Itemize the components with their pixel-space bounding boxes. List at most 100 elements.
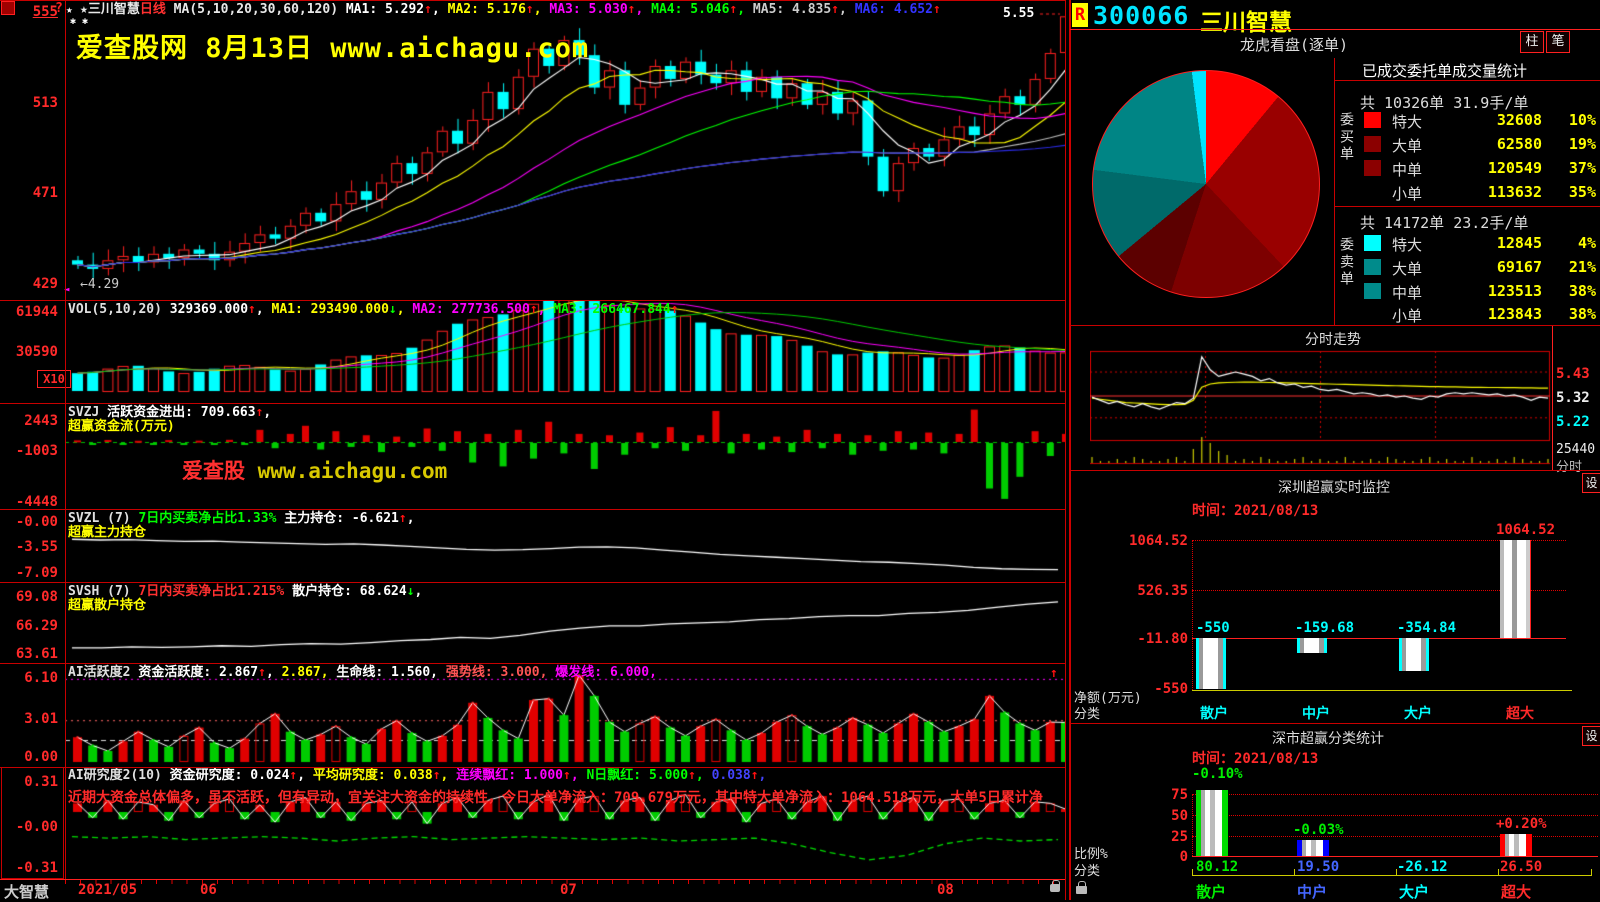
kline-chart[interactable] (65, 0, 1065, 300)
svsh-chart[interactable] (65, 582, 1065, 663)
date-axis-line (0, 879, 1065, 880)
row-value: 123513 (1487, 282, 1542, 300)
corner-flag-icon (1, 1, 15, 15)
divider-svsh-aiact (0, 663, 1065, 664)
monitor-settings-button[interactable]: 设 (1582, 473, 1600, 493)
row-label: 特大 (1392, 236, 1423, 254)
intraday-low-label: 5.22 (1556, 414, 1590, 430)
price-tick-555: 555 (32, 4, 58, 20)
intraday-vol-label: 25440 (1556, 442, 1596, 457)
monitor-title: 深圳超赢实时监控 (1278, 480, 1390, 496)
row-label: 小单 (1392, 185, 1423, 203)
svzj-header2: 超赢资金流(万元) (68, 419, 175, 434)
row-value: 12845 (1496, 234, 1542, 252)
row-pct: 38% (1568, 282, 1596, 300)
intraday-chart[interactable] (1090, 348, 1552, 470)
svzl-tick-1: -0.00 (15, 514, 58, 530)
intraday-title: 分时走势 (1305, 332, 1361, 348)
monitor-value-1: -550 (1196, 620, 1230, 636)
volume-chart[interactable] (65, 300, 1065, 403)
row-pct: 35% (1568, 183, 1596, 201)
classify-value-4: 26.50 (1500, 859, 1543, 875)
sell-row-1: 特大 12845 4% (1360, 233, 1598, 255)
svsh-tick-2: 66.29 (15, 618, 58, 634)
classify-pct-4: +0.20% (1496, 816, 1547, 832)
aiact-right-arrow: ↑ (1050, 666, 1058, 681)
classify-tick (1396, 869, 1397, 875)
classify-title: 深市超赢分类统计 (1272, 731, 1384, 747)
pen-mode-button[interactable]: 笔 (1546, 31, 1570, 53)
monitor-x-axis (1192, 690, 1572, 691)
row-label: 中单 (1392, 284, 1423, 302)
classify-y-axis (1192, 794, 1193, 856)
svzj-tick-1: 2443 (24, 413, 58, 429)
monitor-value-4: 1064.52 (1496, 522, 1556, 538)
classify-value-2: 19.50 (1297, 859, 1340, 875)
divider-p3-p4 (1070, 723, 1600, 724)
classify-unit: 比例% (1074, 847, 1108, 862)
date-2021-05: 2021/05 (78, 882, 138, 898)
monitor-bar-medium (1297, 638, 1327, 653)
divider-top (0, 0, 1065, 1)
monitor-ytick-1: 1064.52 (1128, 533, 1188, 549)
ai-activity-chart[interactable] (65, 663, 1065, 767)
monitor-bar-large (1399, 638, 1429, 671)
classify-ytick-2: 50 (1171, 808, 1188, 824)
aires-tick-1: 0.31 (24, 774, 58, 790)
app-name: 大智慧 (4, 883, 50, 901)
r-badge: R (1072, 3, 1088, 27)
classify-ytick-4: 0 (1179, 849, 1188, 865)
classify-tick (1591, 869, 1592, 875)
divider-p1-p2 (1070, 325, 1600, 326)
classify-ytick-3: 25 (1171, 829, 1188, 845)
sell-row-4: 小单 123843 38% (1360, 304, 1598, 326)
classify-value-3: -26.12 (1397, 859, 1448, 875)
aires-header: AI研究度2(10) 资金研究度: 0.024↑, 平均研究度: 0.038↑,… (68, 768, 767, 783)
watermark-sub: 爱查股 www.aichagu.com (182, 455, 447, 485)
price-tick-429: 429 (32, 276, 58, 292)
row-label: 大单 (1392, 137, 1423, 155)
buy-row-3: 中单 120549 37% (1360, 158, 1598, 180)
vol-tick-1: 61944 (15, 304, 58, 320)
row-label: 大单 (1392, 260, 1423, 278)
svzj-tick-3: -4448 (15, 494, 58, 510)
column-mode-button[interactable]: 柱 (1520, 31, 1544, 53)
buy-row-1: 特大 32608 10% (1360, 110, 1598, 132)
classify-grid-2 (1192, 815, 1598, 816)
row-value: 32608 (1496, 111, 1542, 129)
classify-settings-button[interactable]: 设 (1582, 726, 1600, 746)
monitor-cat-4: 超大 (1506, 706, 1534, 722)
classify-tick (1294, 869, 1295, 875)
ai-research-chart[interactable] (65, 767, 1065, 879)
row-value: 62580 (1496, 135, 1542, 153)
sell-side-label: 委卖单 (1338, 237, 1354, 288)
watermark-sub-red: 爱查股 (182, 459, 258, 483)
svzl-header2: 超赢主力持仓 (68, 525, 147, 540)
row-label: 特大 (1392, 113, 1423, 131)
panel1-subtitle: 已成交委托单成交量统计 (1362, 62, 1528, 80)
right-header-divider (1070, 29, 1600, 30)
svzl-chart[interactable] (65, 509, 1065, 582)
divider-k-vol (0, 300, 1065, 301)
divider-svzl-svsh (0, 582, 1065, 583)
monitor-value-3: -354.84 (1397, 620, 1457, 636)
row-pct: 4% (1577, 234, 1596, 252)
divider-aiact-aires (0, 767, 1065, 768)
panel1-title: 龙虎看盘(逐单) (1240, 36, 1349, 54)
classify-ytick-1: 75 (1171, 787, 1188, 803)
buy-swatch-1 (1364, 112, 1381, 128)
svzj-chart[interactable] (65, 403, 1065, 509)
classify-cat-1: 散户 (1196, 883, 1227, 901)
classify-grid-1 (1192, 794, 1598, 795)
buy-row-4: 小单 113632 35% (1360, 182, 1598, 204)
watermark-main: 爱查股网 8月13日 www.aichagu.com (76, 33, 590, 64)
axis-column-divider (65, 0, 66, 879)
monitor-zero-line (1192, 638, 1566, 639)
sell-swatch-2 (1364, 259, 1381, 275)
scroll-marker-icon: ◄ (64, 285, 70, 295)
vol-header: VOL(5,10,20) 329369.000↑, MA1: 293490.00… (68, 302, 679, 317)
aires-tick-2: -0.00 (15, 819, 58, 835)
svzl-header: SVZL (7) 7日内买卖净占比1.33% 主力持仓: -6.621↑, (68, 511, 415, 526)
classify-tick (1498, 869, 1499, 875)
svsh-tick-3: 63.61 (15, 646, 58, 662)
